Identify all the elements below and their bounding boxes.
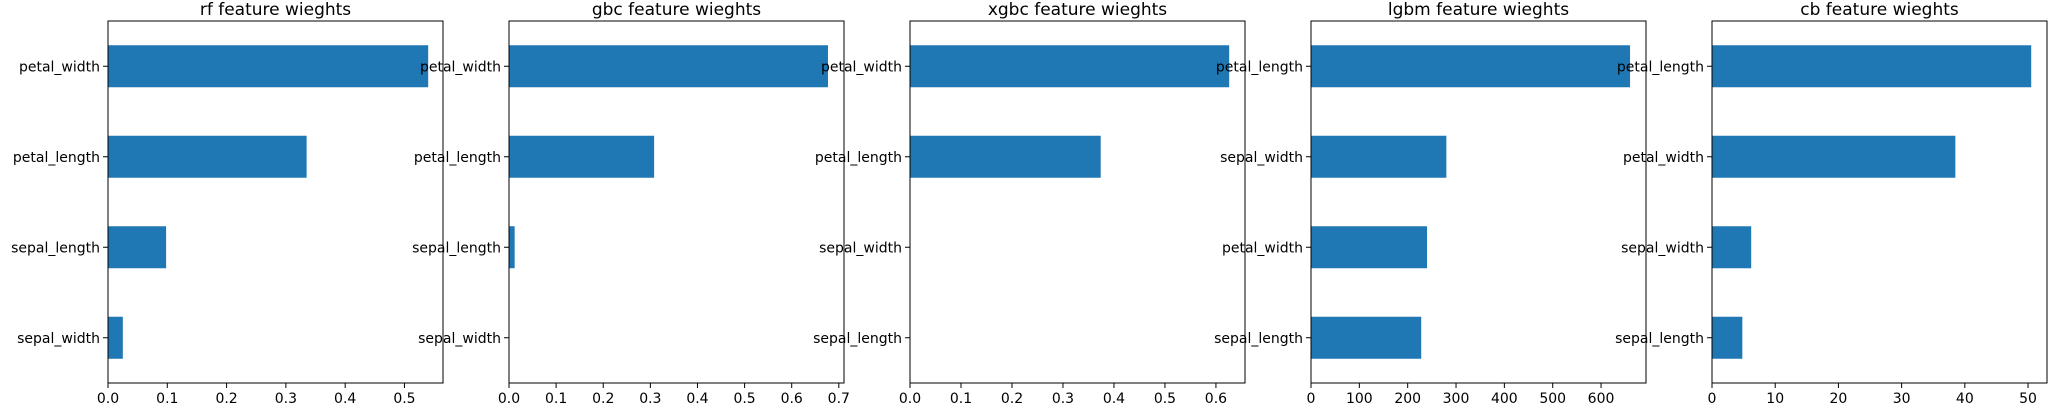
bar-petal-width — [108, 45, 429, 88]
x-tick-label: 0.4 — [334, 391, 356, 407]
bar-petal-width — [509, 45, 828, 88]
gbc-feature-weights-chart: gbc feature wieghts petal_width petal_len… — [412, 0, 850, 407]
x-tick-label: 0.3 — [1052, 391, 1074, 407]
x-tick-label: 0.2 — [592, 391, 614, 407]
bar-petal-width — [1311, 226, 1428, 269]
y-tick-label: sepal_length — [1214, 331, 1303, 347]
y-tick-label: sepal_length — [412, 240, 501, 256]
x-tick-label: 0.5 — [733, 391, 755, 407]
bar-petal-length — [108, 135, 307, 178]
y-tick-label: sepal_width — [819, 240, 902, 256]
x-tick-label: 200 — [1394, 391, 1421, 407]
x-tick-label: 0.0 — [498, 391, 520, 407]
x-tick-label: 600 — [1588, 391, 1615, 407]
x-tick-label: 20 — [1830, 391, 1848, 407]
y-tick-label: sepal_width — [418, 331, 501, 347]
cb-feature-weights-chart: cb feature wieghts petal_length petal_wid… — [1615, 0, 2048, 407]
y-tick-label: sepal_length — [11, 240, 100, 256]
axes-frame — [1310, 20, 1647, 384]
x-tick-label: 400 — [1491, 391, 1518, 407]
bar-petal-length — [1311, 45, 1631, 88]
axes-frame — [1711, 20, 2048, 384]
x-tick-label: 0.0 — [97, 391, 119, 407]
y-tick-label: sepal_length — [1615, 331, 1704, 347]
bar-petal-width — [1712, 135, 1956, 178]
y-tick-label: petal_length — [1617, 59, 1704, 75]
y-tick-label: petal_width — [19, 59, 100, 75]
x-tick-label: 0.1 — [950, 391, 972, 407]
x-tick-label: 0 — [1708, 391, 1717, 407]
y-tick-label: sepal_width — [1220, 150, 1303, 166]
x-tick-label: 0.1 — [156, 391, 178, 407]
bar-sepal-width — [108, 316, 123, 359]
y-tick-label: petal_length — [13, 150, 100, 166]
chart-title: rf feature wieghts — [200, 0, 351, 20]
x-tick-label: 10 — [1766, 391, 1784, 407]
bar-sepal-length — [1311, 316, 1422, 359]
chart-title: xgbc feature wieghts — [988, 0, 1167, 20]
bar-sepal-width — [1712, 226, 1752, 269]
y-tick-label: sepal_width — [17, 331, 100, 347]
bar-sepal-length — [108, 226, 167, 269]
axes-frame — [508, 20, 845, 384]
x-tick-label: 300 — [1443, 391, 1470, 407]
lgbm-feature-weights-chart: lgbm feature wieghts petal_length sepal_w… — [1214, 0, 1647, 407]
x-tick-label: 0.2 — [215, 391, 237, 407]
x-tick-label: 0.6 — [1205, 391, 1227, 407]
y-tick-label: petal_width — [1623, 150, 1704, 166]
x-tick-label: 50 — [2019, 391, 2037, 407]
x-tick-label: 0.3 — [639, 391, 661, 407]
bar-petal-width — [910, 45, 1230, 88]
x-tick-label: 0.2 — [1001, 391, 1023, 407]
y-tick-label: petal_length — [815, 150, 902, 166]
bar-sepal-length — [509, 226, 515, 269]
x-tick-label: 0.4 — [1103, 391, 1125, 407]
chart-title: lgbm feature wieghts — [1388, 0, 1569, 20]
x-tick-label: 30 — [1893, 391, 1911, 407]
x-tick-label: 0.6 — [781, 391, 803, 407]
y-tick-label: petal_width — [1222, 240, 1303, 256]
axes-frame — [909, 20, 1246, 384]
x-tick-label: 0.1 — [545, 391, 567, 407]
x-tick-label: 0.7 — [828, 391, 850, 407]
x-tick-label: 500 — [1539, 391, 1566, 407]
x-tick-label: 0.5 — [1154, 391, 1176, 407]
x-tick-label: 0.0 — [899, 391, 921, 407]
x-tick-label: 0.5 — [393, 391, 415, 407]
chart-title: cb feature wieghts — [1800, 0, 1959, 20]
y-tick-label: petal_width — [821, 59, 902, 75]
x-tick-label: 0 — [1307, 391, 1316, 407]
rf-feature-weights-chart: rf feature wieghts petal_width petal_leng… — [11, 0, 444, 407]
y-tick-label: petal_width — [420, 59, 501, 75]
bar-petal-length — [910, 135, 1101, 178]
bar-petal-length — [1712, 45, 2032, 88]
y-tick-label: petal_length — [414, 150, 501, 166]
x-tick-label: 100 — [1346, 391, 1373, 407]
bar-sepal-length — [1712, 316, 1743, 359]
x-tick-label: 0.3 — [275, 391, 297, 407]
axes-frame — [107, 20, 444, 384]
y-tick-label: petal_length — [1216, 59, 1303, 75]
y-tick-label: sepal_length — [813, 331, 902, 347]
bar-petal-length — [509, 135, 655, 178]
xgbc-feature-weights-chart: xgbc feature wieghts petal_width petal_le… — [813, 0, 1246, 407]
bar-sepal-width — [1311, 135, 1447, 178]
x-tick-label: 0.4 — [686, 391, 708, 407]
x-tick-label: 40 — [1956, 391, 1974, 407]
chart-title: gbc feature wieghts — [592, 0, 761, 20]
y-tick-label: sepal_width — [1621, 240, 1704, 256]
